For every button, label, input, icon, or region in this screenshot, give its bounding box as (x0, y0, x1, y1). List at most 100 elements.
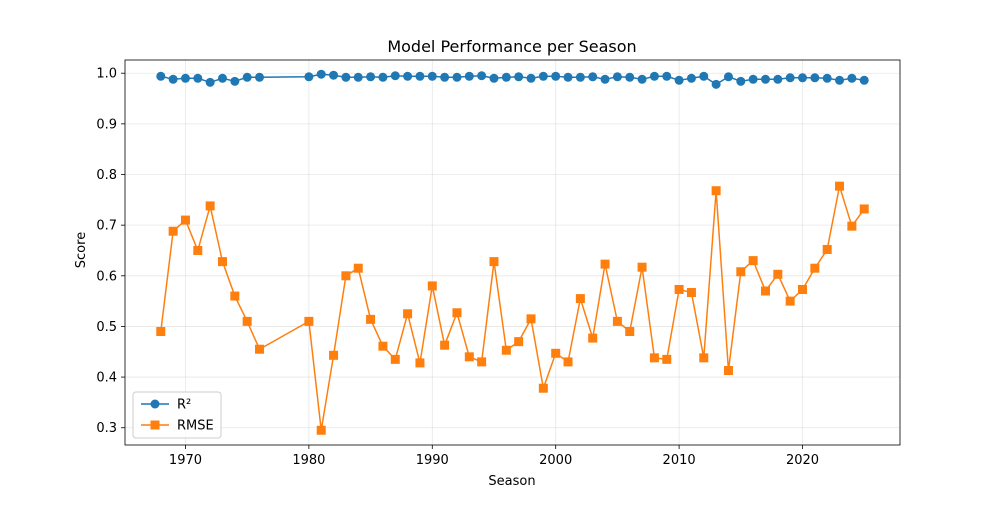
point-r2 (649, 71, 659, 81)
point-rmse (760, 286, 770, 296)
point-r2 (378, 72, 388, 82)
legend: R² RMSE (132, 391, 222, 439)
y-tick-label: 0.4 (96, 371, 117, 386)
x-tick-label: 2010 (663, 453, 696, 468)
point-r2 (255, 72, 265, 82)
point-r2 (711, 79, 721, 89)
legend-item-r2: R² (141, 398, 191, 413)
point-r2 (600, 74, 610, 84)
series-rmse (156, 181, 869, 435)
point-rmse (168, 226, 178, 236)
y-tick-label: 1.0 (96, 67, 117, 82)
point-r2 (316, 69, 326, 79)
point-r2 (662, 71, 672, 81)
point-rmse (255, 344, 265, 354)
point-rmse (723, 366, 733, 376)
legend-marker-r2 (150, 399, 160, 409)
point-rmse (514, 337, 524, 347)
point-rmse (637, 262, 647, 272)
point-rmse (378, 341, 388, 351)
point-r2 (440, 72, 450, 82)
legend-label-rmse: RMSE (177, 419, 214, 434)
point-r2 (810, 73, 820, 83)
point-rmse (304, 316, 314, 326)
point-rmse (612, 316, 622, 326)
point-r2 (242, 72, 252, 82)
point-rmse (341, 271, 351, 281)
y-tick-label: 0.3 (96, 421, 117, 436)
y-tick-label: 0.7 (96, 219, 117, 234)
point-rmse (711, 186, 721, 196)
point-r2 (699, 71, 709, 81)
point-r2 (230, 76, 240, 86)
point-r2 (415, 71, 425, 81)
plot-frame (124, 59, 901, 446)
point-rmse (563, 357, 573, 367)
point-r2 (588, 72, 598, 82)
point-r2 (390, 71, 400, 81)
point-r2 (464, 71, 474, 81)
point-rmse (366, 314, 376, 324)
point-r2 (723, 72, 733, 82)
y-tick-label: 0.8 (96, 168, 117, 183)
y-tick-label: 0.6 (96, 269, 117, 284)
x-tick-label: 1970 (169, 453, 202, 468)
point-rmse (526, 314, 536, 324)
point-r2 (180, 73, 190, 83)
x-axis-label: Season (488, 474, 535, 489)
point-r2 (304, 72, 314, 82)
point-r2 (847, 73, 857, 83)
point-rmse (674, 284, 684, 294)
point-rmse (551, 348, 561, 358)
point-r2 (686, 73, 696, 83)
point-rmse (230, 291, 240, 301)
point-r2 (612, 72, 622, 82)
point-r2 (477, 71, 487, 81)
series-r2 (156, 69, 869, 89)
point-rmse (316, 425, 326, 435)
point-rmse (575, 294, 585, 304)
point-r2 (526, 73, 536, 83)
point-r2 (625, 72, 635, 82)
point-rmse (588, 333, 598, 343)
point-r2 (427, 71, 437, 81)
point-rmse (748, 256, 758, 266)
point-rmse (736, 267, 746, 277)
point-rmse (477, 357, 487, 367)
point-rmse (798, 284, 808, 294)
point-rmse (835, 181, 845, 191)
point-r2 (217, 73, 227, 83)
point-rmse (427, 281, 437, 291)
point-r2 (341, 72, 351, 82)
point-rmse (403, 309, 413, 319)
point-rmse (205, 201, 215, 211)
point-rmse (156, 327, 166, 337)
point-r2 (760, 74, 770, 84)
point-rmse (662, 354, 672, 364)
point-rmse (625, 327, 635, 337)
point-rmse (847, 221, 857, 231)
y-tick-label: 0.9 (96, 117, 117, 132)
point-r2 (835, 75, 845, 85)
point-r2 (329, 70, 339, 80)
point-rmse (785, 296, 795, 306)
point-rmse (464, 352, 474, 362)
point-rmse (217, 257, 227, 267)
point-rmse (440, 340, 450, 350)
point-r2 (205, 77, 215, 87)
point-r2 (489, 73, 499, 83)
point-rmse (329, 350, 339, 360)
point-r2 (822, 73, 832, 83)
point-r2 (452, 72, 462, 82)
point-rmse (390, 354, 400, 364)
point-r2 (353, 72, 363, 82)
point-r2 (551, 71, 561, 81)
point-rmse (415, 358, 425, 368)
point-rmse (489, 257, 499, 267)
point-r2 (748, 74, 758, 84)
point-r2 (736, 76, 746, 86)
series-line-r2 (160, 73, 865, 86)
point-r2 (798, 73, 808, 83)
grid-lines (125, 60, 900, 445)
